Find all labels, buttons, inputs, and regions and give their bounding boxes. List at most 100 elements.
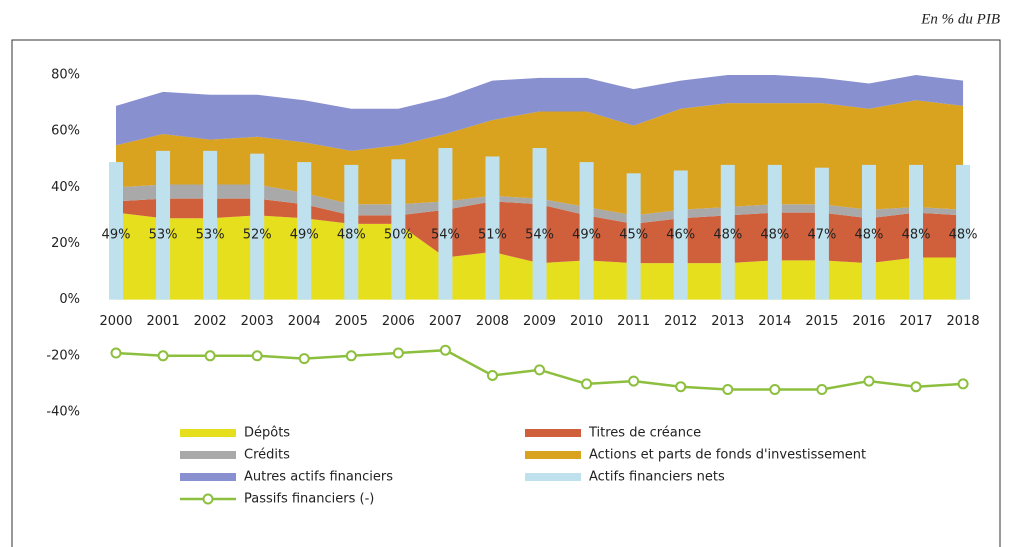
data-label: 49%: [290, 228, 319, 243]
legend-label: Dépôts: [244, 426, 290, 441]
y-tick-label: 40%: [51, 180, 80, 195]
data-label: 48%: [713, 228, 742, 243]
line-marker: [157, 350, 169, 362]
legend-label: Crédits: [244, 448, 290, 463]
y-tick-label: -20%: [46, 348, 80, 363]
legend-swatch: [525, 473, 581, 481]
bar: [203, 150, 218, 300]
x-tick-label: 2008: [476, 314, 509, 329]
data-label: 48%: [855, 228, 884, 243]
line-marker: [534, 364, 546, 376]
bar: [956, 164, 971, 300]
line-marker: [863, 375, 875, 387]
data-label: 54%: [525, 228, 554, 243]
bar: [626, 173, 641, 300]
bar: [391, 159, 406, 300]
bar: [579, 162, 594, 300]
line-marker: [392, 347, 404, 359]
bar: [156, 150, 171, 300]
bar: [814, 167, 829, 300]
bar: [344, 164, 359, 300]
legend-label: Autres actifs financiers: [244, 470, 393, 485]
x-tick-label: 2009: [523, 314, 556, 329]
legend-swatch: [180, 451, 236, 459]
line-marker: [298, 353, 310, 365]
x-tick-label: 2001: [147, 314, 180, 329]
x-tick-label: 2004: [288, 314, 321, 329]
bar: [767, 164, 782, 300]
line-marker: [722, 384, 734, 395]
x-tick-label: 2006: [382, 314, 415, 329]
data-label: 46%: [666, 228, 695, 243]
legend-swatch: [202, 493, 214, 505]
line-marker: [769, 384, 781, 395]
y-tick-label: 60%: [51, 124, 80, 139]
x-tick-label: 2003: [241, 314, 274, 329]
x-tick-label: 2007: [429, 314, 462, 329]
bar: [250, 153, 265, 300]
line-marker: [581, 378, 593, 390]
area: [116, 75, 964, 151]
line-marker: [957, 378, 969, 390]
data-label: 49%: [572, 228, 601, 243]
area: [116, 184, 964, 224]
unit-note: En % du PIB: [920, 11, 1000, 27]
data-label: 54%: [431, 228, 460, 243]
bar: [297, 162, 312, 300]
x-tick-label: 2005: [335, 314, 368, 329]
line-marker: [486, 369, 498, 381]
y-tick-label: 80%: [51, 68, 80, 83]
data-label: 53%: [196, 228, 225, 243]
x-tick-label: 2010: [570, 314, 603, 329]
frame: [11, 39, 1001, 547]
x-tick-label: 2017: [899, 314, 932, 329]
bar: [673, 170, 688, 300]
data-label: 45%: [619, 228, 648, 243]
data-label: 51%: [478, 228, 507, 243]
bar: [109, 162, 123, 300]
legend-swatch: [180, 473, 236, 481]
bar: [720, 164, 735, 300]
data-label: 48%: [902, 228, 931, 243]
legend-swatch: [180, 429, 236, 437]
data-label: 48%: [949, 228, 978, 243]
bar: [485, 156, 500, 300]
legend-label: Titres de créance: [588, 426, 701, 441]
y-tick-label: 0%: [59, 292, 80, 307]
data-label: 52%: [243, 228, 272, 243]
line-marker: [345, 350, 357, 362]
line-marker: [251, 350, 263, 362]
bar: [532, 148, 547, 300]
bar: [861, 164, 876, 300]
data-label: 48%: [337, 228, 366, 243]
legend-swatch: [525, 451, 581, 459]
data-label: 50%: [384, 228, 413, 243]
x-tick-label: 2016: [852, 314, 885, 329]
legend-swatch: [525, 429, 581, 437]
x-tick-label: 2018: [947, 314, 980, 329]
x-tick-label: 2011: [617, 314, 650, 329]
line-marker: [675, 381, 687, 393]
x-tick-label: 2015: [805, 314, 838, 329]
area: [116, 212, 964, 300]
x-tick-label: 2014: [758, 314, 791, 329]
x-tick-label: 2013: [711, 314, 744, 329]
data-label: 47%: [807, 228, 836, 243]
data-label: 53%: [149, 228, 178, 243]
line-marker: [204, 350, 216, 362]
line-marker: [910, 381, 922, 393]
line-marker: [110, 347, 122, 359]
legend-label: Actifs financiers nets: [589, 470, 725, 485]
legend-label: Actions et parts de fonds d'investisseme…: [589, 448, 866, 463]
legend-label: Passifs financiers (-): [244, 492, 374, 507]
x-tick-label: 2000: [99, 314, 132, 329]
y-tick-label: -40%: [46, 404, 80, 419]
line-marker: [816, 384, 828, 395]
data-label: 49%: [102, 228, 131, 243]
x-tick-label: 2002: [194, 314, 227, 329]
line-marker: [628, 375, 640, 387]
x-tick-label: 2012: [664, 314, 697, 329]
line-marker: [439, 344, 451, 356]
data-label: 48%: [760, 228, 789, 243]
